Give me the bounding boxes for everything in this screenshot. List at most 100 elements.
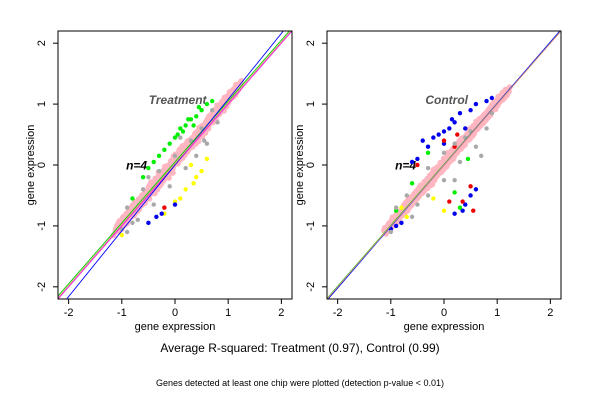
fit-line [66, 31, 284, 299]
data-point [431, 135, 436, 140]
panel-title: Treatment [149, 93, 208, 107]
data-point [210, 107, 215, 113]
data-point [473, 101, 479, 107]
data-point [415, 156, 420, 162]
data-point [156, 153, 162, 159]
data-point [452, 120, 457, 125]
series-green [393, 150, 471, 213]
data-point [457, 111, 463, 116]
data-point [393, 223, 399, 229]
y-tick-label: -1 [36, 221, 48, 231]
x-tick-label: 0 [172, 307, 178, 319]
data-point [457, 159, 463, 165]
panel-title: Control [425, 93, 468, 107]
x-tick-label: -1 [117, 307, 127, 319]
plot-area [327, 31, 561, 299]
data-point [146, 174, 151, 180]
data-point [447, 199, 452, 204]
data-point [409, 181, 415, 186]
data-point [457, 205, 463, 210]
y-tick-label: 2 [305, 40, 317, 46]
data-point [455, 132, 460, 137]
data-point [404, 193, 409, 198]
series-gray [388, 111, 495, 235]
data-point [441, 178, 447, 183]
data-point [199, 168, 204, 174]
x-tick-label: 0 [441, 307, 447, 319]
data-point [215, 120, 220, 125]
figure-subcaption: Genes detected at least one chip were pl… [156, 378, 444, 388]
plot-frame [326, 30, 562, 300]
data-point [393, 205, 399, 210]
data-point [159, 211, 164, 216]
data-point [471, 208, 476, 213]
y-tick-label: 0 [36, 162, 48, 168]
data-point [204, 101, 210, 107]
data-point [399, 205, 404, 210]
data-point [460, 199, 465, 204]
data-point [484, 98, 489, 104]
data-point [420, 138, 425, 143]
y-tick-label: -2 [36, 282, 48, 292]
data-point [409, 214, 415, 219]
y-tick-label: 2 [36, 40, 48, 46]
data-point [154, 214, 159, 219]
data-point [431, 196, 436, 201]
data-point [452, 211, 457, 216]
series-yellow [399, 196, 447, 219]
data-point [188, 138, 194, 143]
y-tick-label: 1 [305, 101, 317, 107]
data-point [146, 220, 151, 226]
data-point [140, 187, 146, 192]
data-point [188, 162, 194, 168]
series-yellow [119, 156, 210, 238]
figure-caption: Average R-squared: Treatment (0.97), Con… [160, 341, 440, 355]
data-point [167, 141, 172, 146]
x-tick-label: 1 [494, 307, 500, 319]
data-point [436, 132, 441, 137]
data-point [447, 126, 452, 131]
sample-size-annotation: n=4 [126, 158, 147, 172]
data-point [172, 199, 178, 204]
plot-frame [57, 30, 293, 300]
data-point [393, 208, 399, 213]
data-point [191, 181, 196, 186]
data-point [388, 229, 394, 235]
data-point [452, 141, 457, 146]
data-point [460, 208, 465, 213]
data-point [178, 196, 183, 201]
data-point [124, 229, 130, 235]
y-tick-label: 1 [36, 101, 48, 107]
data-point [425, 165, 431, 171]
data-point [463, 126, 468, 131]
data-point [473, 144, 479, 149]
data-point [199, 126, 204, 131]
y-tick-label: -2 [305, 282, 317, 292]
data-point [425, 150, 431, 156]
series-blue [146, 202, 178, 226]
data-point [151, 202, 156, 207]
data-point [204, 156, 210, 162]
data-point [441, 129, 447, 134]
data-point [183, 165, 188, 171]
data-point [404, 214, 409, 219]
data-point [409, 159, 415, 165]
data-point [489, 95, 495, 101]
data-point [183, 123, 188, 128]
data-point [484, 126, 489, 131]
series-green [130, 98, 215, 201]
data-point [441, 138, 447, 143]
y-axis-label: gene expression [25, 125, 37, 206]
data-point [468, 107, 473, 113]
data-point [468, 184, 473, 189]
data-point [151, 159, 156, 165]
data-point [178, 126, 183, 131]
series-blue [388, 95, 495, 232]
data-point [178, 135, 183, 140]
y-tick-label: 0 [305, 162, 317, 168]
data-point [124, 205, 130, 210]
data-point [425, 144, 431, 149]
data-point [135, 217, 140, 223]
data-point [162, 205, 167, 210]
data-point [130, 220, 135, 226]
